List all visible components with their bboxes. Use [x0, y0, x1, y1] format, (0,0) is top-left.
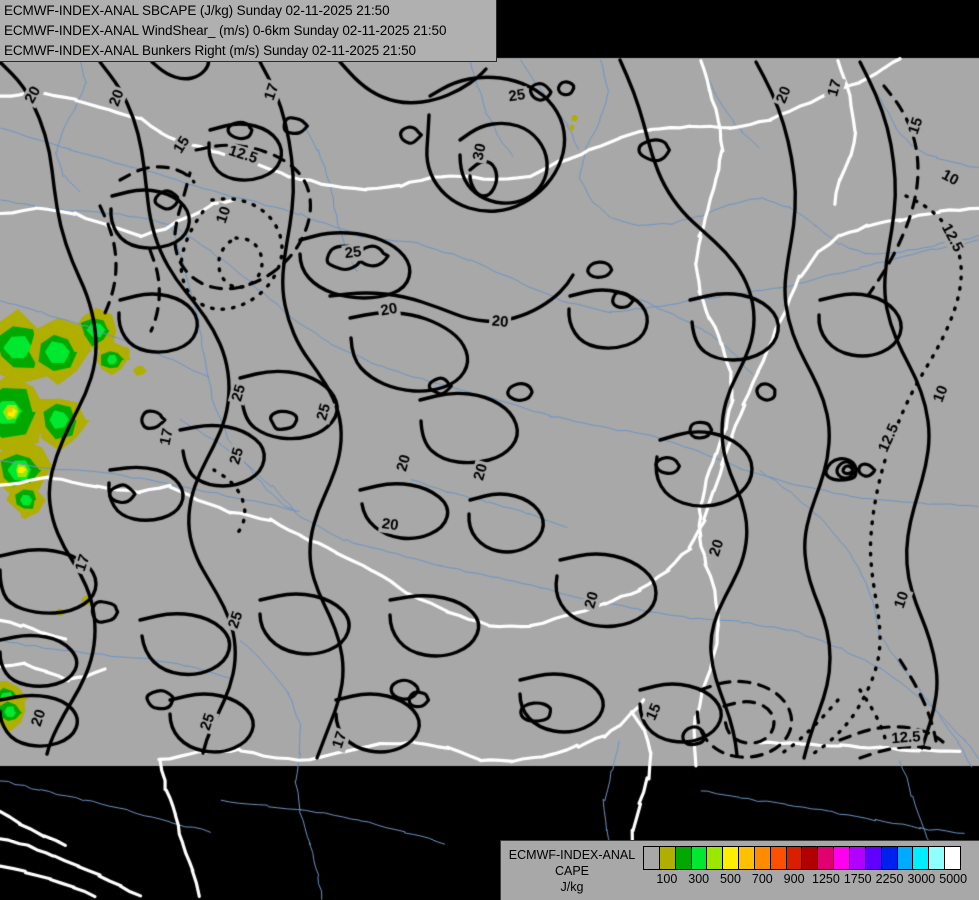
colorbar-swatch-2 [675, 847, 692, 869]
colorbar-swatch-16 [897, 847, 914, 869]
colorbar-swatch-5 [723, 847, 740, 869]
colorbar-tick-11: 1250 [812, 872, 840, 886]
colorbar-swatch-8 [770, 847, 787, 869]
product-title-line-1: ECMWF-INDEX-ANAL SBCAPE (J/kg) Sunday 02… [4, 3, 390, 18]
colorbar-swatch-13 [849, 847, 866, 869]
colorbar-swatch-4 [707, 847, 724, 869]
legend-parameter-label: CAPE [554, 864, 590, 878]
cape-colorbar [643, 846, 961, 870]
colorbar-swatch-7 [754, 847, 771, 869]
colorbar-tick-3: 300 [688, 872, 710, 886]
colorbar-swatch-6 [739, 847, 755, 869]
colorbar-tick-15: 2250 [875, 872, 904, 886]
colorbar-swatch-0 [644, 847, 660, 869]
colorbar-wrap: 100 300 500 700 900 1250 1750 2250 3000 5000 [643, 841, 979, 890]
colorbar-swatch-14 [865, 847, 882, 869]
colorbar-tick-13: 1750 [843, 872, 872, 886]
legend-caption: ECMWF-INDEX-ANAL CAPE J/kg [501, 841, 643, 895]
product-title-box: ECMWF-INDEX-ANAL SBCAPE (J/kg) Sunday 02… [0, 0, 497, 62]
legend-units-label: J/kg [560, 880, 584, 894]
cape-colorbar-ticks: 100 300 500 700 900 1250 1750 2250 3000 5000 [643, 872, 968, 890]
colorbar-swatch-11 [818, 847, 835, 869]
colorbar-swatch-17 [913, 847, 930, 869]
cape-legend-panel: ECMWF-INDEX-ANAL CAPE J/kg 100 300 500 700 9… [500, 840, 979, 900]
colorbar-swatch-3 [691, 847, 708, 869]
colorbar-swatch-15 [881, 847, 898, 869]
product-title-line-3: ECMWF-INDEX-ANAL Bunkers Right (m/s) Sun… [4, 43, 416, 58]
colorbar-tick-1: 100 [656, 872, 678, 886]
colorbar-swatch-9 [786, 847, 803, 869]
colorbar-swatch-19 [945, 847, 960, 869]
colorbar-tick-9: 900 [783, 872, 805, 886]
product-title-line-2: ECMWF-INDEX-ANAL WindShear_ (m/s) 0-6km … [4, 23, 447, 38]
colorbar-tick-7: 700 [751, 872, 773, 886]
colorbar-tick-5: 500 [720, 872, 741, 886]
colorbar-swatch-1 [659, 847, 676, 869]
legend-model-label: ECMWF-INDEX-ANAL [508, 848, 636, 862]
colorbar-swatch-12 [834, 847, 850, 869]
colorbar-tick-19: 5000 [939, 872, 968, 886]
colorbar-swatch-18 [929, 847, 946, 869]
colorbar-swatch-10 [802, 847, 819, 869]
colorbar-tick-17: 3000 [907, 872, 936, 886]
